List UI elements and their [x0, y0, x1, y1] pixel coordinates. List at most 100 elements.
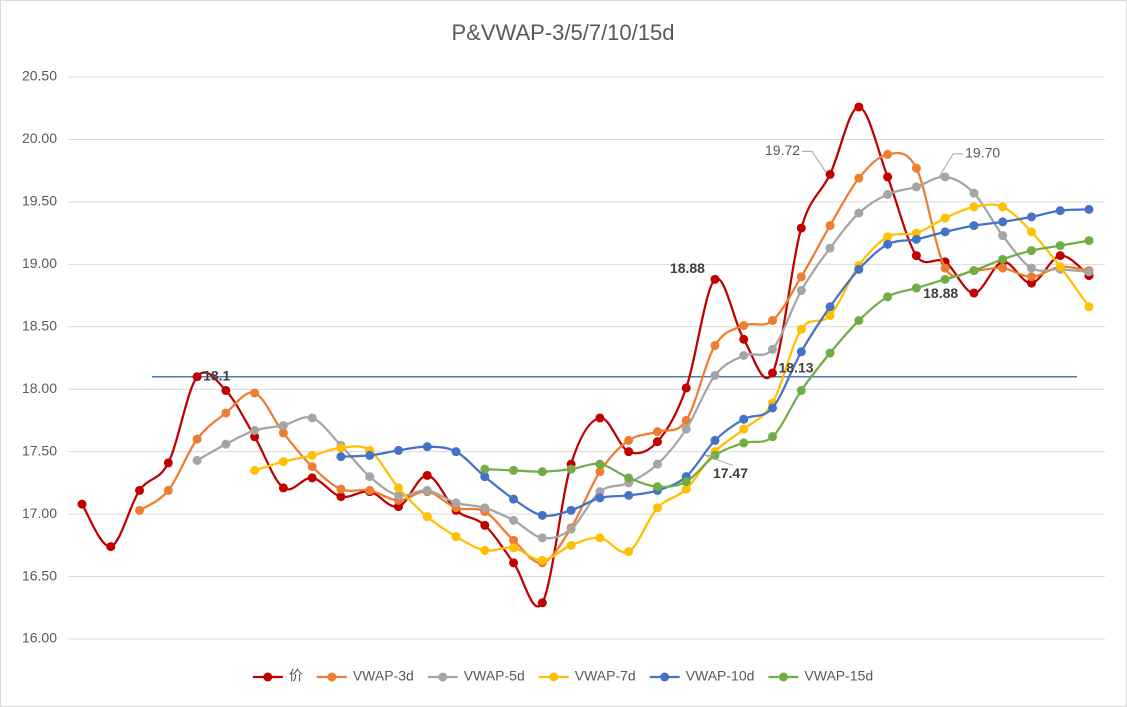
data-point [911, 251, 921, 261]
data-point [768, 432, 778, 442]
y-tick-label: 17.50 [22, 442, 57, 458]
legend-label: VWAP-5d [464, 668, 525, 684]
data-point [883, 239, 893, 249]
data-point [422, 512, 432, 522]
data-point [739, 334, 749, 344]
data-point [566, 540, 576, 550]
data-point [192, 455, 202, 465]
legend-marker [263, 672, 273, 682]
data-point [940, 227, 950, 237]
data-point [451, 447, 461, 457]
data-point [796, 272, 806, 282]
annotation: 18.88 [670, 260, 705, 276]
y-tick-label: 19.00 [22, 255, 57, 271]
data-point [911, 234, 921, 244]
data-point [1026, 263, 1036, 273]
data-point [307, 462, 317, 472]
data-point [1026, 278, 1036, 288]
data-point [854, 264, 864, 274]
data-point [624, 435, 634, 445]
data-point [681, 383, 691, 393]
data-point [307, 413, 317, 423]
data-point [1084, 302, 1094, 312]
data-point [883, 149, 893, 159]
legend-marker [438, 672, 448, 682]
data-point [1084, 236, 1094, 246]
data-point [768, 403, 778, 413]
data-point [278, 428, 288, 438]
data-point [537, 533, 547, 543]
data-point [998, 254, 1008, 264]
data-point [250, 388, 260, 398]
data-point [509, 494, 519, 504]
data-point [854, 102, 864, 112]
data-point [710, 435, 720, 445]
data-point [106, 542, 116, 552]
data-point [796, 286, 806, 296]
data-point [710, 341, 720, 351]
data-point [480, 464, 490, 474]
data-point [566, 524, 576, 534]
data-point [969, 221, 979, 231]
data-point [710, 274, 720, 284]
data-point [509, 535, 519, 545]
data-point [537, 467, 547, 477]
data-point [480, 520, 490, 530]
data-point [566, 464, 576, 474]
legend-label: 价 [289, 668, 303, 684]
annotation-leader [704, 454, 734, 466]
data-point [796, 347, 806, 357]
data-point [278, 457, 288, 467]
data-point [595, 493, 605, 503]
annotation: 17.47 [713, 465, 748, 481]
data-point [1055, 251, 1065, 261]
data-point [135, 505, 145, 515]
data-point [911, 163, 921, 173]
data-point [883, 172, 893, 182]
data-point [77, 499, 87, 509]
data-point [1026, 212, 1036, 222]
data-point [1084, 267, 1094, 277]
data-point [652, 503, 662, 513]
data-point [624, 447, 634, 457]
data-point [1055, 241, 1065, 251]
data-point [998, 231, 1008, 241]
data-point [365, 485, 375, 495]
data-point [911, 228, 921, 238]
data-point [940, 213, 950, 223]
data-point [451, 532, 461, 542]
data-point [422, 485, 432, 495]
data-point [883, 292, 893, 302]
data-point [969, 266, 979, 276]
data-point [192, 434, 202, 444]
legend-label: VWAP-15d [804, 668, 873, 684]
y-tick-label: 16.50 [22, 567, 57, 583]
legend-label: VWAP-10d [686, 668, 755, 684]
y-tick-label: 20.50 [22, 68, 57, 84]
data-point [854, 316, 864, 326]
data-point [739, 351, 749, 361]
annotation-leader [802, 150, 827, 173]
y-tick-label: 20.00 [22, 130, 57, 146]
legend-marker [549, 672, 559, 682]
data-point [163, 485, 173, 495]
data-point [681, 484, 691, 494]
data-point [998, 217, 1008, 227]
annotation: 18.13 [779, 360, 814, 376]
data-point [825, 221, 835, 231]
annotation: 18.88 [923, 285, 958, 301]
data-point [1026, 246, 1036, 256]
data-point [739, 438, 749, 448]
data-point [652, 482, 662, 492]
data-point [710, 370, 720, 380]
data-point [336, 443, 346, 453]
data-point [365, 450, 375, 460]
data-point [393, 502, 403, 512]
data-point [768, 344, 778, 354]
data-point [854, 208, 864, 218]
data-point [135, 485, 145, 495]
data-point [652, 437, 662, 447]
data-point [480, 503, 490, 513]
